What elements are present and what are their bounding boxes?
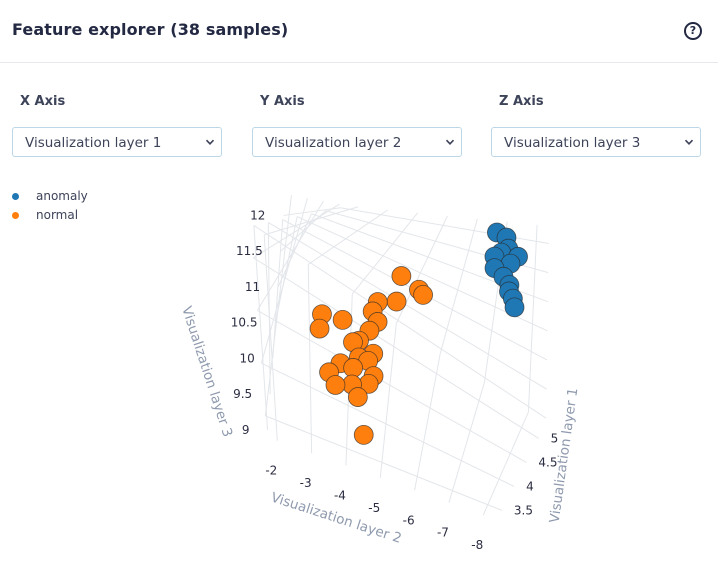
- chevron-down-icon: [205, 139, 215, 145]
- panel-header: Feature explorer (38 samples) ?: [0, 0, 718, 63]
- tick-label-layer2: -7: [437, 526, 449, 540]
- tick-label-layer3: 12: [250, 208, 265, 222]
- gridline-layer1: [253, 203, 340, 259]
- gridline-layer1: [256, 200, 324, 311]
- gridline-layer2: [448, 382, 485, 503]
- x-axis-label: X Axis: [20, 94, 66, 109]
- tick-label-layer1: 4: [526, 479, 534, 493]
- gridline-layer3: [267, 222, 271, 395]
- point-normal: [309, 318, 330, 339]
- z-axis-select[interactable]: Visualization layer 3: [491, 127, 701, 157]
- point-normal: [391, 266, 412, 286]
- tick-label-layer3: 10: [240, 351, 255, 365]
- gridline-layer2: [307, 264, 313, 454]
- legend-label-anomaly: anomaly: [36, 189, 88, 203]
- tick-label-layer2: -4: [334, 488, 346, 502]
- gridline-layer2: [307, 209, 389, 265]
- gridline-layer1: [265, 415, 503, 511]
- gridline-layer2: [414, 352, 441, 491]
- gridline-layer3: [277, 213, 312, 288]
- point-normal: [325, 375, 346, 395]
- gridline-layer3: [253, 225, 269, 430]
- point-normal: [386, 291, 407, 312]
- gridline-layer2: [379, 323, 397, 478]
- tick-label-layer3: 9.5: [233, 387, 252, 401]
- tick-label-layer2: -3: [300, 476, 312, 490]
- point-normal: [332, 309, 353, 330]
- point-anomaly: [504, 297, 525, 318]
- gridline-layer2: [351, 212, 419, 295]
- gridline-layer1: [253, 257, 539, 439]
- gridline-layer2: [482, 411, 529, 516]
- legend-label-normal: normal: [36, 208, 79, 222]
- tick-label-layer1: 4.5: [538, 455, 557, 469]
- gridline-layer3: [253, 224, 547, 419]
- gridline-layer3: [340, 207, 549, 244]
- page-title: Feature explorer (38 samples): [12, 20, 289, 39]
- tick-label-layer1: 5: [551, 431, 559, 445]
- chevron-down-icon: [684, 139, 694, 145]
- tick-label-layer3: 10.5: [231, 316, 258, 330]
- legend-swatch-anomaly: [12, 193, 19, 200]
- gridline-layer2: [263, 234, 278, 441]
- legend-swatch-normal: [12, 212, 19, 219]
- gridline-layer1: [261, 362, 515, 487]
- point-normal: [353, 424, 374, 445]
- tick-label-layer3: 9: [242, 423, 250, 437]
- point-normal: [347, 387, 368, 407]
- gridline-layer3: [283, 207, 341, 216]
- gridline-layer2: [527, 224, 538, 413]
- tick-label-layer3: 11.5: [236, 244, 263, 258]
- gridline-layer2: [439, 218, 478, 354]
- x-axis-select-value: Visualization layer 1: [25, 135, 162, 151]
- y-axis-select-value: Visualization layer 2: [265, 135, 402, 151]
- z-axis-select-value: Visualization layer 3: [504, 135, 641, 151]
- tick-label-layer2: -6: [403, 513, 415, 527]
- gridline-layer3: [280, 210, 327, 252]
- help-circle-icon[interactable]: ?: [684, 22, 702, 40]
- tick-label-layer2: -5: [368, 501, 380, 515]
- y-axis-select[interactable]: Visualization layer 2: [252, 127, 462, 157]
- gridline-layer3: [272, 219, 284, 359]
- point-normal: [413, 284, 434, 305]
- tick-label-layer3: 11: [245, 280, 260, 294]
- y-axis-label: Y Axis: [260, 94, 305, 109]
- tick-label-layer1: 3.5: [514, 503, 533, 517]
- z-axis-label: Z Axis: [499, 94, 544, 109]
- chevron-down-icon: [445, 139, 455, 145]
- x-axis-select[interactable]: Visualization layer 1: [12, 127, 222, 157]
- tick-label-layer2: -8: [471, 538, 483, 552]
- tick-label-layer2: -2: [265, 464, 277, 478]
- gridline-layer3: [268, 222, 547, 390]
- axis-title-layer3: Visualization layer 3: [178, 304, 235, 439]
- point-normal: [343, 358, 364, 378]
- gridline-layer1: [257, 309, 527, 463]
